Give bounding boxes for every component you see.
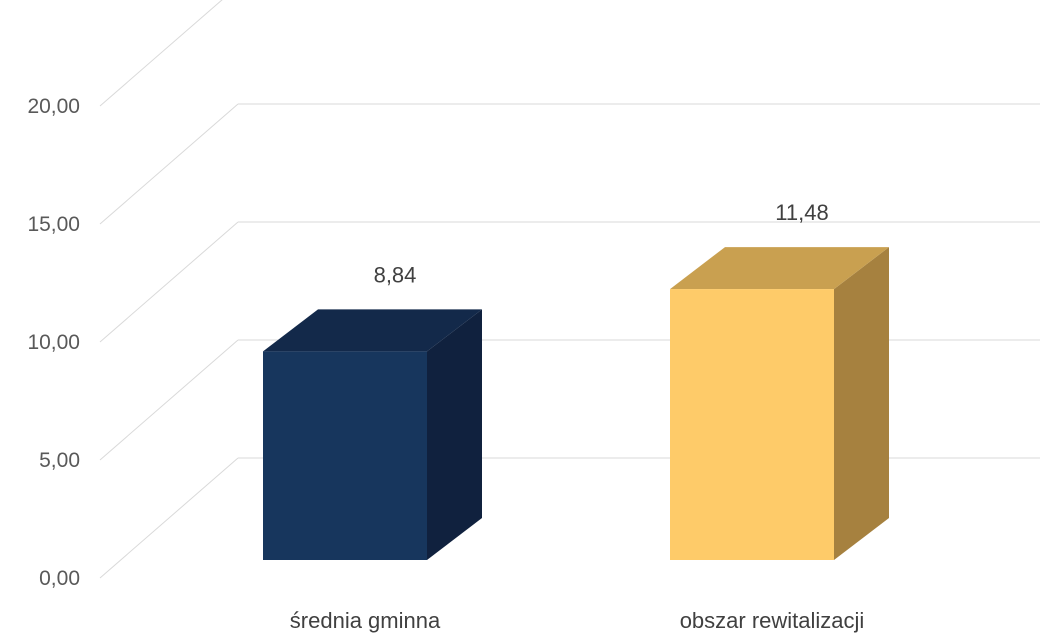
bar-side [427, 309, 482, 560]
y-tick-label: 15,00 [27, 213, 80, 236]
gridlines [99, 0, 1040, 579]
gridline-side [99, 457, 239, 579]
y-axis: 0,00 5,00 10,00 15,00 20,00 [27, 95, 80, 590]
gridline-side [99, 221, 239, 343]
data-label: 8,84 [374, 262, 417, 287]
gridline-side [99, 103, 239, 225]
category-label: średnia gminna [290, 608, 441, 633]
data-label: 11,48 [775, 200, 828, 225]
bar-top [670, 247, 889, 290]
gridline-side [99, 0, 223, 107]
data-labels: 8,84 11,48 [374, 200, 829, 287]
x-axis: średnia gminna obszar rewitalizacji [290, 608, 865, 633]
bar-front [670, 289, 834, 560]
bar [263, 309, 482, 560]
y-tick-label: 0,00 [39, 567, 80, 590]
bars [263, 247, 889, 560]
y-tick-label: 5,00 [39, 449, 80, 472]
bar-top [263, 309, 482, 352]
bar-front [263, 351, 427, 560]
y-tick-label: 10,00 [27, 331, 80, 354]
bar-side [834, 247, 889, 560]
gridline-side [99, 339, 239, 461]
y-tick-label: 20,00 [27, 95, 80, 118]
category-label: obszar rewitalizacji [680, 608, 865, 633]
bar [670, 247, 889, 560]
